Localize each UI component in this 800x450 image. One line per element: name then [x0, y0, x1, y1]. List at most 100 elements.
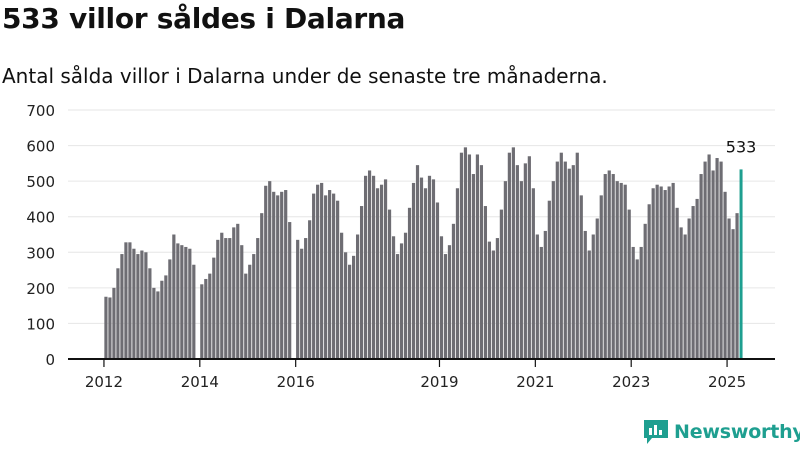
bar: [363, 175, 368, 359]
bar: [284, 190, 288, 359]
bar: [563, 161, 567, 359]
bar: [439, 236, 444, 359]
bar: [647, 204, 651, 359]
bar: [296, 239, 300, 359]
bar: [308, 220, 312, 359]
bar: [152, 287, 156, 359]
bar: [567, 168, 571, 359]
bar: [336, 200, 340, 359]
bar: [208, 273, 212, 359]
bar: [268, 181, 272, 359]
bar: [120, 254, 124, 359]
bar: [723, 191, 727, 359]
bar: [116, 268, 120, 359]
bar: [543, 230, 547, 359]
bar: [695, 198, 699, 359]
bar: [639, 246, 643, 359]
chart-subtitle: Antal sålda villor i Dalarna under de se…: [2, 64, 608, 88]
x-tick-label: 2019: [420, 373, 458, 391]
bar: [371, 175, 376, 359]
bar: [551, 181, 555, 359]
bar: [631, 246, 635, 359]
x-tick-label: 2023: [612, 373, 650, 391]
bar: [607, 170, 611, 359]
bar: [575, 152, 579, 359]
bar: [288, 222, 292, 359]
bar: [192, 264, 196, 359]
bar: [643, 223, 647, 359]
bar: [140, 250, 144, 359]
bar: [735, 213, 739, 359]
bar: [248, 264, 252, 359]
bar: [731, 229, 735, 359]
bar: [463, 147, 468, 359]
bar: [699, 174, 703, 359]
bar: [160, 280, 164, 359]
bar: [467, 154, 472, 359]
bar: [419, 177, 424, 359]
bar: [188, 248, 192, 359]
highlight-value-label: 533: [726, 137, 757, 156]
bar: [407, 207, 412, 359]
bar: [583, 230, 587, 359]
bar: [555, 161, 559, 359]
y-tick-label: 0: [45, 351, 55, 369]
bar: [395, 254, 400, 359]
bar: [399, 243, 404, 359]
bar: [431, 179, 436, 359]
bar: [204, 278, 208, 359]
bar: [703, 161, 707, 359]
bar: [112, 287, 116, 359]
x-tick-label: 2021: [516, 373, 554, 391]
bar: [320, 182, 324, 359]
bar: [276, 195, 280, 359]
bar: [156, 291, 160, 359]
bar: [232, 227, 236, 359]
bar: [180, 245, 184, 359]
bar: [260, 213, 264, 359]
bar: [491, 250, 495, 359]
y-tick-label: 400: [26, 209, 55, 227]
bar: [619, 182, 623, 359]
bar: [483, 206, 488, 359]
bar: [651, 188, 655, 359]
bar: [459, 152, 464, 359]
bar: [128, 242, 132, 359]
bar: [475, 154, 480, 359]
bar: [663, 190, 667, 359]
bar: [340, 232, 344, 359]
bar: [200, 284, 204, 359]
bar: [300, 248, 304, 359]
bar: [611, 174, 615, 359]
bar: [675, 207, 679, 359]
bar: [144, 252, 148, 359]
bar: [547, 200, 551, 359]
bar: [403, 232, 408, 359]
y-tick-label: 100: [26, 315, 55, 333]
highlight-bar: [739, 169, 743, 359]
bar: [304, 238, 308, 359]
bar: [272, 191, 276, 359]
bar: [312, 193, 316, 359]
bar: [387, 209, 392, 359]
bar: [212, 257, 216, 359]
bar: [711, 170, 715, 359]
bar: [623, 184, 627, 359]
bar: [324, 195, 328, 359]
bar: [679, 227, 683, 359]
y-tick-label: 600: [26, 138, 55, 156]
bar: [316, 184, 320, 359]
newsworthy-logo[interactable]: Newsworthy: [644, 418, 800, 446]
bar: [719, 161, 723, 359]
bar: [519, 181, 523, 359]
bar: [495, 238, 499, 359]
bar: [615, 181, 619, 359]
bar: [479, 165, 484, 359]
bar: [531, 188, 535, 359]
bar: [435, 202, 440, 359]
bar: [507, 152, 511, 359]
bar: [108, 297, 112, 359]
bar: [559, 152, 563, 359]
bar: [587, 250, 591, 359]
bar: [379, 184, 384, 359]
